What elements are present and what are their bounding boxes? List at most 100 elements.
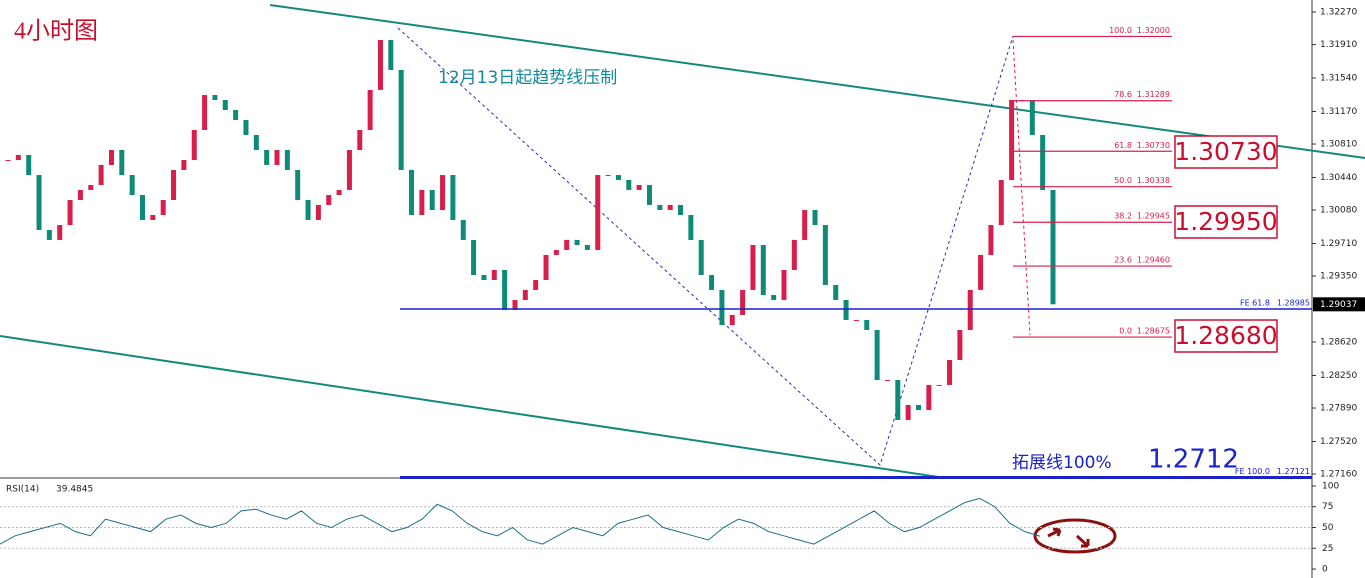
current-price-label: 1.29037	[1320, 300, 1357, 310]
candle	[377, 39, 383, 90]
fib-level-price: 1.32000	[1137, 26, 1170, 35]
candle	[398, 69, 404, 170]
upper-trendline	[269, 4, 1365, 159]
fib-level-price: 1.29945	[1137, 212, 1170, 221]
candle	[1040, 134, 1046, 190]
candle	[357, 130, 363, 150]
candle	[822, 225, 828, 285]
candle	[626, 180, 632, 190]
candle	[709, 275, 715, 290]
lower-trendline	[0, 335, 946, 479]
candle	[346, 149, 352, 190]
candle	[336, 189, 342, 196]
rsi-tick-label: 0	[1322, 565, 1328, 575]
candle	[1009, 99, 1015, 181]
candle	[771, 295, 777, 300]
extension-label: 拓展线100%	[1012, 453, 1112, 473]
candle	[936, 384, 942, 386]
candle	[595, 175, 601, 250]
candle	[212, 95, 218, 100]
candle	[719, 289, 725, 326]
candle	[5, 160, 11, 162]
candle	[574, 239, 580, 246]
candle	[67, 199, 73, 226]
fe-level-name: FE 61.8	[1240, 299, 1270, 308]
candle	[522, 289, 528, 300]
candle	[853, 319, 859, 321]
fib-level-name: 23.6	[1114, 256, 1132, 265]
y-tick-label: 1.31910	[1320, 40, 1357, 50]
candle	[160, 199, 166, 215]
rsi-tick-label: 25	[1322, 544, 1333, 554]
candle	[988, 225, 994, 255]
fib-guide	[397, 27, 1014, 466]
candle	[150, 214, 156, 220]
candle	[688, 214, 694, 240]
callout-text: 1.30730	[1174, 137, 1277, 166]
extension-value: 1.2712	[1148, 445, 1239, 475]
callout-box	[1174, 319, 1278, 353]
rsi-tick-label: 100	[1322, 481, 1339, 491]
y-tick-label: 1.31170	[1320, 107, 1357, 117]
candle	[812, 210, 818, 226]
callout-box	[1174, 135, 1278, 169]
fe-level-price: 1.27121	[1277, 467, 1310, 476]
y-tick-label: 1.30440	[1320, 173, 1357, 183]
y-tick-label: 1.28250	[1320, 371, 1357, 381]
candle	[26, 154, 32, 176]
y-tick-label: 1.32270	[1320, 8, 1357, 18]
y-tick-label: 1.30080	[1320, 206, 1357, 216]
candle	[119, 149, 125, 176]
candle	[843, 299, 849, 320]
candle	[129, 175, 135, 196]
y-tick-label: 1.29350	[1320, 272, 1357, 282]
candle	[243, 119, 249, 135]
fe-level-name: FE 100.0	[1235, 467, 1270, 476]
candle	[833, 284, 839, 300]
arrow-down	[1075, 534, 1090, 548]
candle	[77, 189, 83, 200]
y-tick-label: 1.31540	[1320, 74, 1357, 84]
current-price-box	[1313, 297, 1365, 312]
candle	[367, 89, 373, 131]
candle	[967, 289, 973, 330]
candle	[253, 134, 259, 150]
rsi-line	[0, 497, 1041, 545]
fib-level-price: 1.29460	[1137, 256, 1170, 265]
candle	[905, 404, 911, 420]
fib-level-price: 1.28675	[1137, 327, 1170, 336]
candle	[605, 175, 611, 177]
candle	[584, 245, 590, 250]
candle	[791, 239, 797, 270]
candle	[388, 39, 394, 70]
candle	[615, 175, 621, 181]
candle	[760, 245, 766, 296]
chart-title: 4小时图	[14, 18, 98, 45]
fib-level-name: 78.6	[1114, 90, 1132, 99]
candle	[729, 314, 735, 326]
rsi-tick-label: 50	[1322, 523, 1334, 533]
candle	[533, 280, 539, 290]
candle	[284, 149, 290, 170]
candle	[947, 360, 953, 385]
fib-level-name: 61.8	[1114, 141, 1132, 150]
candle	[140, 195, 146, 220]
candle	[181, 160, 187, 170]
fib-level-price: 1.31289	[1137, 90, 1170, 99]
candle	[222, 99, 228, 111]
candle	[326, 195, 332, 205]
candle	[543, 254, 549, 281]
candle	[802, 210, 808, 240]
candle	[36, 175, 42, 231]
candle	[998, 180, 1004, 226]
candle	[678, 204, 684, 215]
candle	[429, 189, 435, 211]
candle	[471, 239, 477, 276]
rsi-name: RSI(14)	[6, 485, 39, 495]
candle	[884, 379, 890, 381]
candle	[88, 184, 94, 190]
y-tick-label: 1.27160	[1320, 470, 1357, 480]
candle	[926, 384, 932, 411]
